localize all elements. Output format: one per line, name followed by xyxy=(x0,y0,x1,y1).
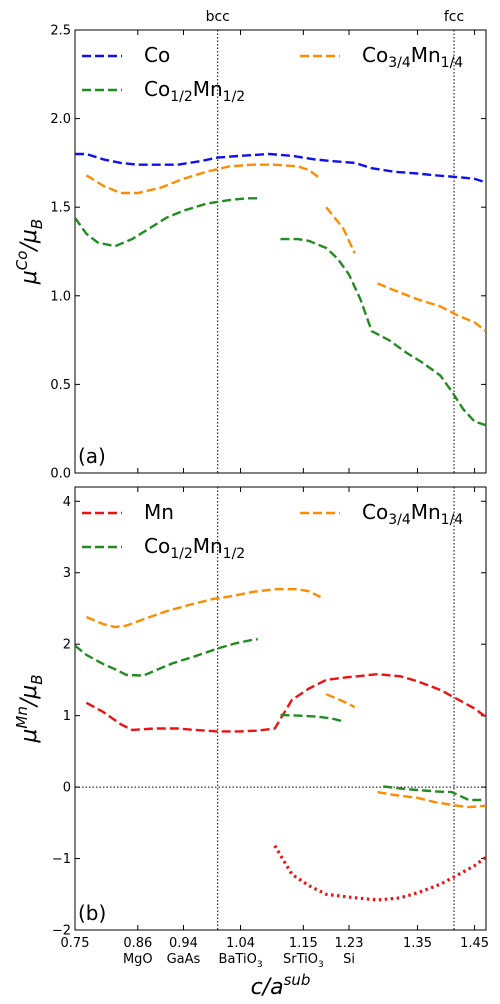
ytick-label-a-0: 0.0 xyxy=(50,467,71,482)
co3-4mn1-4-line-b-0 xyxy=(85,588,322,629)
xtick-label-5: 1.23 xyxy=(335,936,364,951)
ylabel-b: μMn/μB xyxy=(13,674,46,743)
legend-label-a-0: Co xyxy=(144,43,170,67)
xtick-label-7: 1.45 xyxy=(460,936,489,951)
ytick-label-a-5: 2.5 xyxy=(50,24,71,39)
substrate-label-1: GaAs xyxy=(167,952,201,967)
co3-4mn1-4-line-a-1 xyxy=(325,206,356,254)
co1-2mn1-2-line-b-1 xyxy=(280,713,344,723)
co1-2mn1-2-line-b-2 xyxy=(383,785,486,802)
ytick-label-a-4: 2.0 xyxy=(50,112,71,127)
xtick-label-4: 1.15 xyxy=(289,936,318,951)
panel-label-b: (b) xyxy=(78,901,106,925)
legend-label-a-1: Co1/2Mn1/2 xyxy=(144,77,245,105)
legend-label-b-0: Mn xyxy=(144,500,174,524)
plot-frame-a xyxy=(74,29,487,474)
co-line-a-0 xyxy=(75,152,486,184)
xtick-label-3: 1.04 xyxy=(226,936,255,951)
co1-2mn1-2-line-a-0 xyxy=(75,197,258,248)
xtick-label-0: 0.75 xyxy=(61,936,90,951)
ytick-label-b-3: 1 xyxy=(63,709,71,724)
xlabel: c/asub xyxy=(251,971,311,1000)
fcc-label: fcc xyxy=(444,9,464,25)
co3-4mn1-4-line-a-0 xyxy=(85,163,322,195)
legend-label-b-2: Co3/4Mn1/4 xyxy=(362,500,463,528)
ytick-label-a-3: 1.5 xyxy=(50,201,71,216)
ytick-label-b-6: 4 xyxy=(63,495,71,510)
xtick-label-1: 0.86 xyxy=(123,936,152,951)
ytick-label-b-1: −1 xyxy=(52,852,71,867)
co3-4mn1-4-line-a-2 xyxy=(377,282,486,333)
co3-4mn1-4-line-b-2 xyxy=(377,790,486,809)
ytick-label-b-2: 0 xyxy=(63,781,71,796)
bcc-label: bcc xyxy=(206,9,230,25)
ytick-label-a-1: 0.5 xyxy=(50,378,71,393)
ytick-label-b-4: 2 xyxy=(63,638,71,653)
substrate-label-2: BaTiO3 xyxy=(219,952,263,970)
substrate-label-0: MgO xyxy=(123,952,153,967)
ytick-label-b-0: −2 xyxy=(52,924,71,939)
mn-dotted-line-b-0 xyxy=(273,844,486,902)
plot-frame-b xyxy=(74,486,487,931)
ytick-label-b-5: 3 xyxy=(63,566,71,581)
panel-label-a: (a) xyxy=(78,444,106,468)
co3-4mn1-4-line-b-1 xyxy=(325,693,356,709)
mn-line-b-0 xyxy=(85,672,486,733)
legend-label-b-1: Co1/2Mn1/2 xyxy=(144,534,245,562)
substrate-label-4: Si xyxy=(343,952,355,967)
co1-2mn1-2-line-b-0 xyxy=(75,638,258,677)
ylabel-a: μCo/μB xyxy=(13,219,46,285)
substrate-label-3: SrTiO3 xyxy=(283,952,324,970)
xtick-label-6: 1.35 xyxy=(403,936,432,951)
xtick-label-2: 0.94 xyxy=(169,936,198,951)
legend-label-a-2: Co3/4Mn1/4 xyxy=(362,43,463,71)
co1-2mn1-2-line-a-1 xyxy=(280,237,486,427)
ytick-label-a-2: 1.0 xyxy=(50,289,71,304)
